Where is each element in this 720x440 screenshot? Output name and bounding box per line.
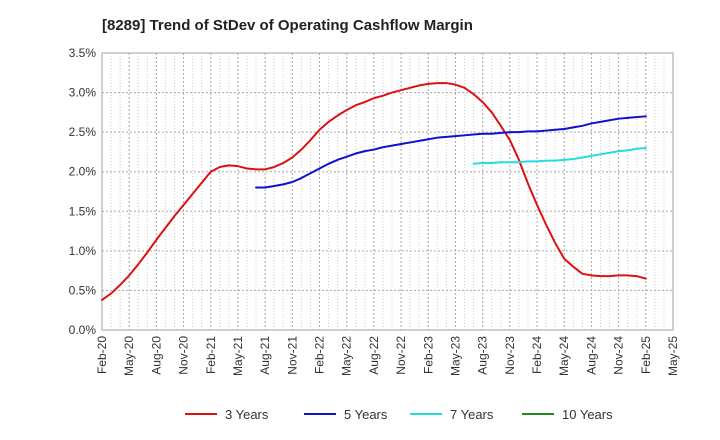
y-tick-label: 0.5% <box>69 283 97 297</box>
x-tick-label: Feb-22 <box>313 336 327 374</box>
x-tick-label: Aug-24 <box>584 336 598 375</box>
x-tick-label: May-23 <box>448 336 462 376</box>
chart-title: [8289] Trend of StDev of Operating Cashf… <box>102 17 473 34</box>
y-tick-label: 3.0% <box>69 86 97 100</box>
x-tick-label: Nov-24 <box>612 336 626 375</box>
x-tick-label: Aug-22 <box>367 336 381 375</box>
y-axis-ticks: 0.0% 0.5% 1.0% 1.5% 2.0% 2.5% 3.0% 3.5% <box>69 46 97 337</box>
legend: 3 Years 5 Years 7 Years 10 Years <box>185 407 613 422</box>
legend-label-3: 10 Years <box>562 407 613 422</box>
legend-label-0: 3 Years <box>225 407 269 422</box>
x-tick-label: May-24 <box>557 336 571 376</box>
x-tick-label: May-21 <box>231 336 245 376</box>
series-line-1 <box>255 115 647 189</box>
x-tick-label: Feb-24 <box>530 336 544 374</box>
plot-frame <box>101 52 674 331</box>
x-tick-label: May-20 <box>122 336 136 376</box>
y-tick-label: 2.0% <box>69 165 97 179</box>
legend-label-2: 7 Years <box>450 407 494 422</box>
series-line-2 <box>472 146 647 165</box>
x-tick-label: Feb-20 <box>95 336 109 374</box>
plot-area <box>101 52 674 331</box>
series-line-0 <box>101 82 647 301</box>
x-tick-label: Aug-21 <box>258 336 272 375</box>
x-tick-label: Nov-23 <box>503 336 517 375</box>
grid-lines <box>101 52 674 331</box>
y-tick-label: 0.0% <box>69 323 97 337</box>
x-tick-label: Feb-21 <box>204 336 218 374</box>
x-tick-label: Aug-20 <box>149 336 163 375</box>
x-tick-label: Feb-23 <box>421 336 435 374</box>
x-tick-label: Aug-23 <box>476 336 490 375</box>
legend-label-1: 5 Years <box>344 407 388 422</box>
x-axis-ticks: Feb-20 May-20 Aug-20 Nov-20 Feb-21 May-21 Aug-… <box>95 336 680 376</box>
y-tick-label: 1.5% <box>69 204 97 218</box>
x-tick-label: May-22 <box>340 336 354 376</box>
x-tick-label: Feb-25 <box>639 336 653 374</box>
series-lines <box>101 82 647 301</box>
y-tick-label: 2.5% <box>69 125 97 139</box>
x-tick-label: Nov-21 <box>285 336 299 375</box>
y-tick-label: 1.0% <box>69 244 97 258</box>
x-tick-label: May-25 <box>666 336 680 376</box>
y-tick-label: 3.5% <box>69 46 97 60</box>
x-tick-label: Nov-20 <box>177 336 191 375</box>
x-tick-label: Nov-22 <box>394 336 408 375</box>
